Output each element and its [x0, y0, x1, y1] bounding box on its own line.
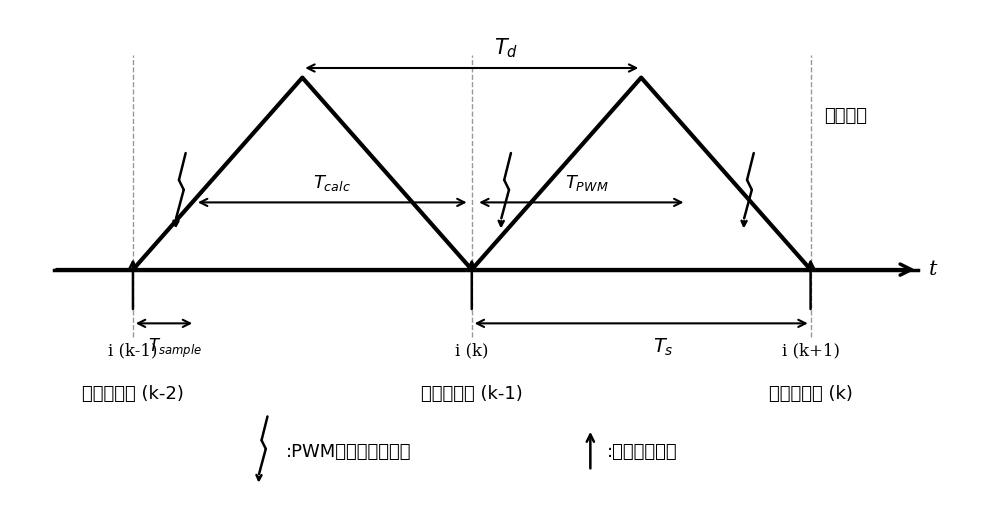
Text: $T_{sample}$: $T_{sample}$	[148, 337, 202, 360]
Text: t: t	[929, 260, 938, 279]
Text: $T_s$: $T_s$	[653, 337, 674, 358]
Text: 占空比更新 (k-2): 占空比更新 (k-2)	[82, 385, 184, 403]
Text: 占空比更新 (k-1): 占空比更新 (k-1)	[421, 385, 523, 403]
Text: i (k): i (k)	[455, 343, 489, 359]
Text: i (k+1): i (k+1)	[782, 343, 840, 359]
Text: :电流采样时刻: :电流采样时刻	[607, 443, 678, 461]
Text: 三角载波: 三角载波	[824, 107, 867, 125]
Text: $T_{calc}$: $T_{calc}$	[313, 173, 351, 193]
Text: $T_d$: $T_d$	[494, 37, 518, 60]
Text: 占空比更新 (k): 占空比更新 (k)	[769, 385, 853, 403]
Text: i (k-1): i (k-1)	[108, 343, 158, 359]
Text: :PWM占空比更新时刻: :PWM占空比更新时刻	[285, 443, 411, 461]
Text: $T_{PWM}$: $T_{PWM}$	[565, 173, 609, 193]
